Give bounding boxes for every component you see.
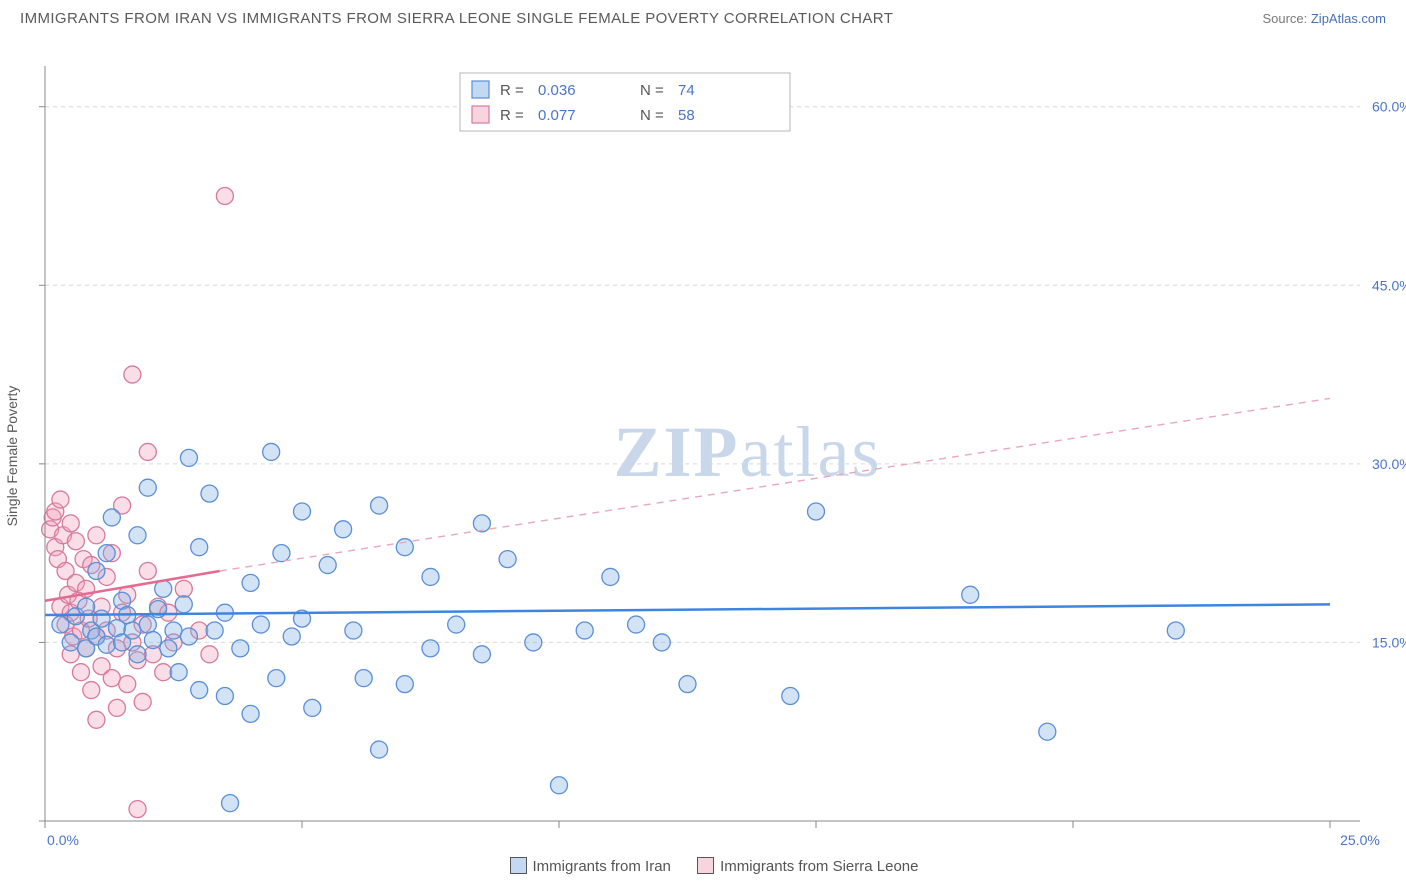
svg-text:R =: R =: [500, 82, 524, 99]
legend-label-iran: Immigrants from Iran: [533, 858, 671, 875]
svg-text:30.0%: 30.0%: [1372, 456, 1406, 472]
svg-text:74: 74: [678, 82, 695, 99]
svg-text:0.077: 0.077: [538, 107, 576, 124]
svg-text:25.0%: 25.0%: [1340, 832, 1380, 848]
svg-text:ZIPatlas: ZIPatlas: [614, 412, 882, 492]
bottom-legend: Immigrants from Iran Immigrants from Sie…: [0, 857, 1406, 875]
svg-text:60.0%: 60.0%: [1372, 99, 1406, 115]
svg-text:15.0%: 15.0%: [1372, 634, 1406, 650]
legend-label-sierra-leone: Immigrants from Sierra Leone: [720, 858, 918, 875]
chart-source: Source: ZipAtlas.com: [1262, 11, 1386, 26]
chart-title: IMMIGRANTS FROM IRAN VS IMMIGRANTS FROM …: [20, 10, 893, 27]
legend-swatch-iran: [510, 857, 527, 874]
svg-text:R =: R =: [500, 107, 524, 124]
source-link[interactable]: ZipAtlas.com: [1311, 11, 1386, 26]
y-axis-label: Single Female Poverty: [4, 386, 20, 527]
legend-swatch-sierra-leone: [697, 857, 714, 874]
svg-text:0.0%: 0.0%: [47, 832, 79, 848]
svg-text:58: 58: [678, 107, 695, 124]
chart-area: Single Female Poverty 15.0% 30.0% 45.0% 60.…: [0, 31, 1406, 881]
svg-text:45.0%: 45.0%: [1372, 277, 1406, 293]
chart-header: IMMIGRANTS FROM IRAN VS IMMIGRANTS FROM …: [0, 0, 1406, 31]
scatter-chart-svg: 15.0% 30.0% 45.0% 60.0% ZIPatlas 0.0% 25.0% R =…: [0, 31, 1406, 851]
svg-text:0.036: 0.036: [538, 82, 576, 99]
svg-text:N =: N =: [640, 107, 664, 124]
svg-text:N =: N =: [640, 82, 664, 99]
